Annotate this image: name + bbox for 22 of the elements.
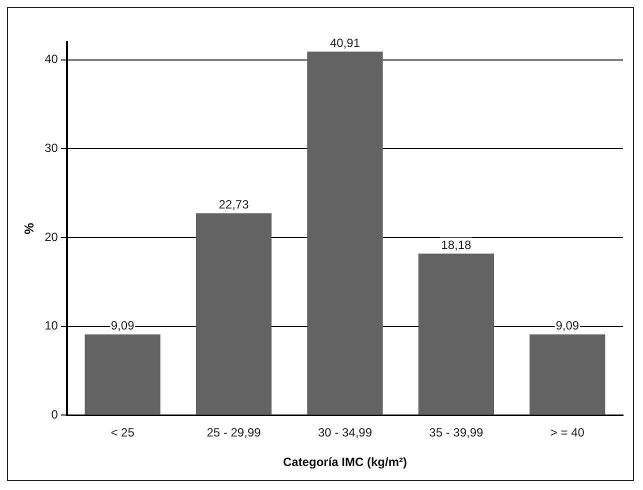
y-tick-label: 40: [44, 52, 58, 66]
bar: [84, 334, 160, 415]
data-label: 9,09: [556, 318, 580, 333]
bar: [418, 254, 494, 415]
data-label: 40,91: [330, 36, 360, 50]
y-tick-label: 0: [51, 408, 58, 422]
data-label: 22,73: [218, 198, 250, 212]
bar: [530, 334, 606, 415]
data-label: 18,18: [441, 238, 472, 252]
x-tick-label: < 25: [110, 426, 135, 440]
bar: [307, 52, 383, 415]
x-tick-label: > = 40: [550, 426, 585, 440]
y-tick-label: 20: [44, 230, 58, 244]
x-tick-label: 30 - 34,99: [318, 426, 372, 440]
y-axis-title: %: [21, 222, 36, 234]
y-tick-label: 10: [44, 318, 58, 333]
x-tick-label: 25 - 29,99: [206, 426, 262, 440]
y-tick-label: 30: [44, 140, 58, 155]
x-axis-title: Categoría IMC (kg/m²): [282, 455, 407, 470]
x-tick-label: 35 - 39,99: [429, 426, 484, 440]
bar: [196, 213, 272, 415]
data-label: 9,09: [110, 318, 135, 333]
